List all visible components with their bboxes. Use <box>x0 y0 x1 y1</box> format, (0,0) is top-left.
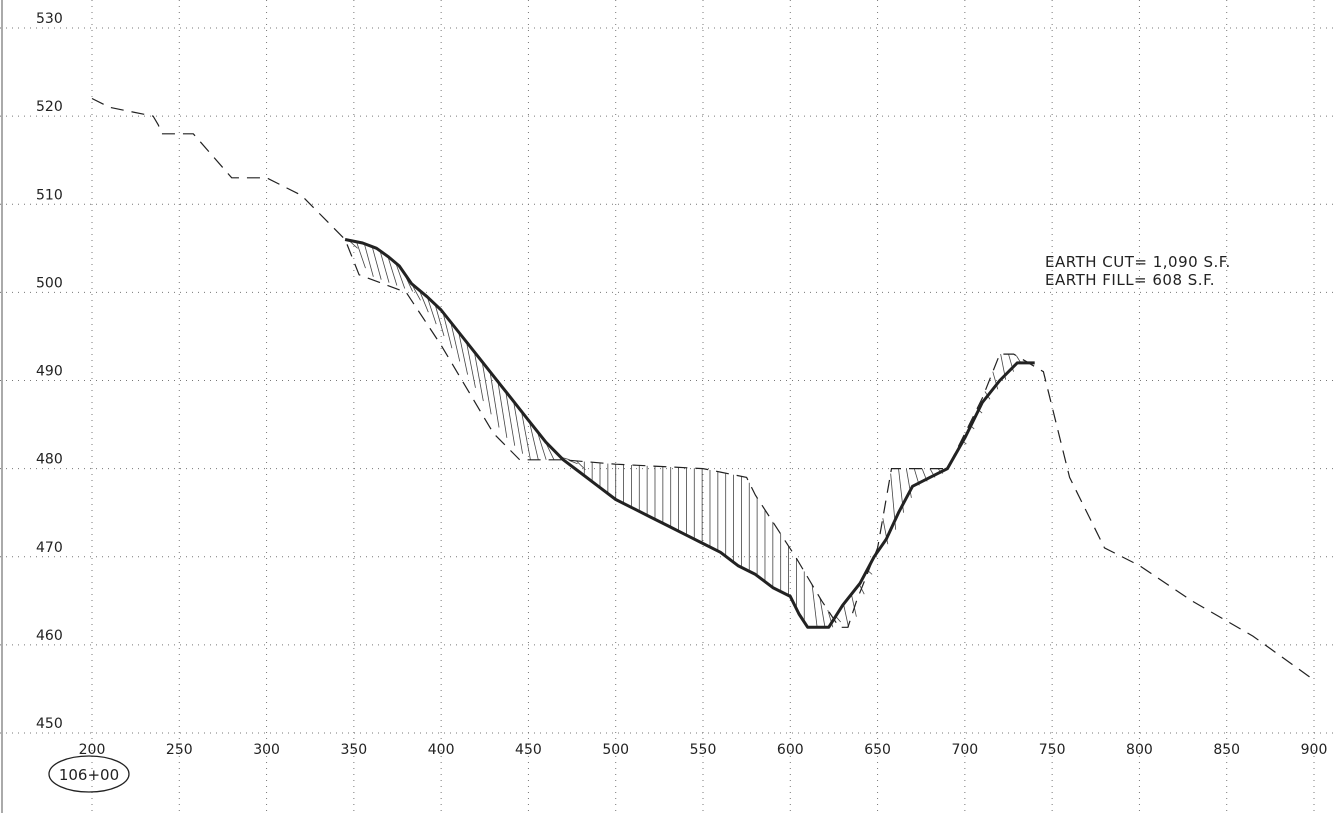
existing-ground-line <box>91 97 1315 681</box>
x-tick-label: 450 <box>515 742 542 758</box>
x-tick-label: 600 <box>777 742 804 758</box>
hatch-line <box>426 296 437 325</box>
x-tick-label: 700 <box>951 742 978 758</box>
earth-fill-annotation: EARTH FILL= 608 S.F. <box>1045 271 1215 289</box>
y-tick-label: 520 <box>36 99 63 115</box>
x-tick-label: 900 <box>1301 742 1328 758</box>
x-tick-label: 400 <box>428 742 455 758</box>
y-tick-label: 500 <box>36 275 63 291</box>
hatch-line <box>434 304 445 337</box>
y-tick-label: 450 <box>36 716 63 732</box>
hatch-line <box>442 312 453 349</box>
y-tick-label: 510 <box>36 187 63 203</box>
hatch-line <box>371 246 382 280</box>
hatch-line <box>387 256 398 286</box>
annotations: EARTH CUT= 1,090 S.F. EARTH FILL= 608 S.… <box>1045 253 1231 289</box>
hatch-line <box>497 381 508 438</box>
tick-labels: 200 250 300 350 400 450 500 550 600 650 700 750 800 8… <box>36 11 1327 758</box>
hatch-line <box>489 371 500 428</box>
x-tick-label: 500 <box>602 742 629 758</box>
hatch-line <box>811 584 818 628</box>
x-tick-label: 550 <box>690 742 717 758</box>
hatch-line <box>379 250 390 283</box>
hatch-line <box>418 290 429 313</box>
cut-fill-hatching <box>348 239 1030 628</box>
hatch-line <box>843 604 849 628</box>
hatch-line <box>819 597 826 628</box>
series-lines <box>91 97 1315 681</box>
hatch-line <box>356 241 366 269</box>
station-ellipse <box>48 755 130 793</box>
y-tick-label: 470 <box>36 540 63 556</box>
x-tick-label: 200 <box>79 742 106 758</box>
x-tick-label: 300 <box>253 742 280 758</box>
hatch-line <box>513 401 523 454</box>
hatch-line <box>458 331 468 375</box>
x-tick-label: 350 <box>340 742 367 758</box>
x-tick-label: 850 <box>1213 742 1240 758</box>
hatch-line <box>521 411 531 460</box>
x-tick-label: 250 <box>166 742 193 758</box>
y-tick-label: 460 <box>36 628 63 644</box>
y-tick-label: 480 <box>36 452 63 468</box>
hatch-line <box>536 431 547 460</box>
x-tick-label: 750 <box>1039 742 1066 758</box>
proposed-grade-line <box>344 238 1035 629</box>
hatch-line <box>528 421 539 460</box>
hatch-line <box>505 391 516 446</box>
x-tick-label: 800 <box>1126 742 1153 758</box>
y-tick-label: 530 <box>36 11 63 27</box>
hatch-line <box>395 262 406 289</box>
hatch-line <box>363 243 374 277</box>
hatch-line <box>450 322 461 362</box>
station-label: 106+00 <box>59 766 119 784</box>
hatch-line <box>473 351 484 402</box>
earth-cut-annotation: EARTH CUT= 1,090 S.F. <box>1045 253 1231 271</box>
hatch-line <box>850 594 857 617</box>
y-tick-label: 490 <box>36 364 63 380</box>
hatch-line <box>466 341 476 388</box>
station-marker: 106+00 <box>48 755 130 793</box>
x-tick-label: 650 <box>864 742 891 758</box>
hatch-line <box>481 361 492 415</box>
